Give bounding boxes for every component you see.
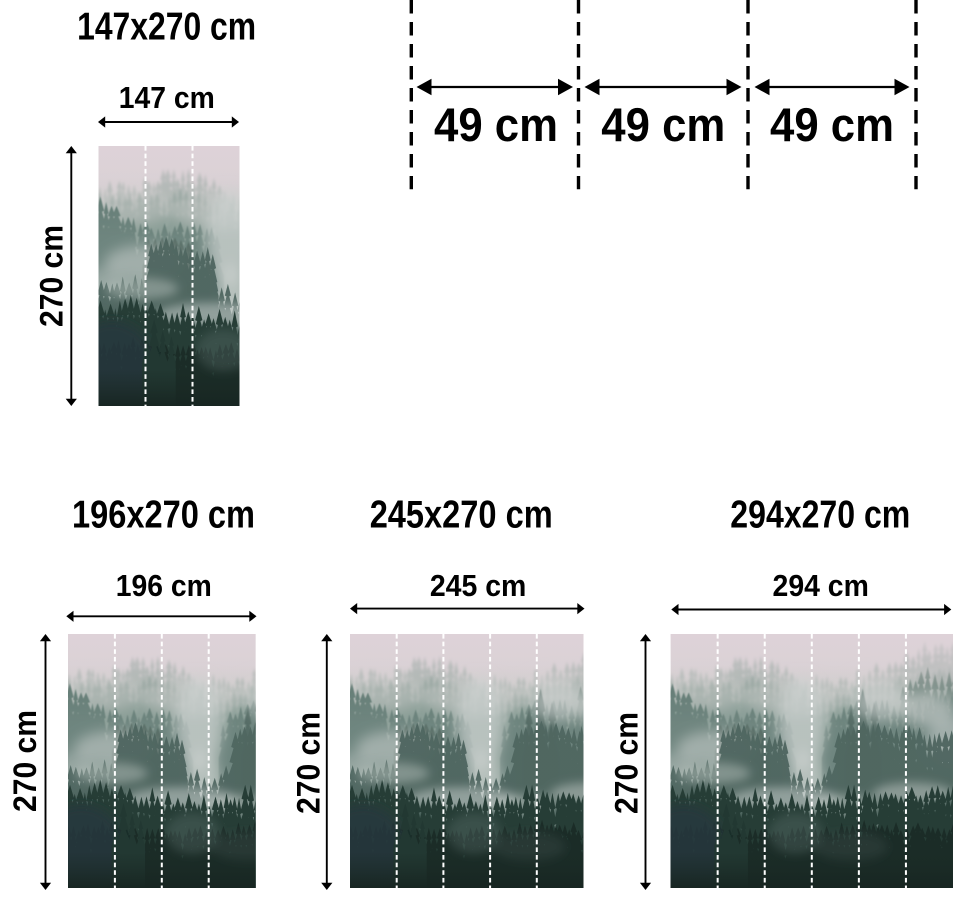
svg-text:245 cm: 245 cm <box>430 568 527 603</box>
svg-text:49 cm: 49 cm <box>434 98 558 151</box>
svg-text:270 cm: 270 cm <box>291 712 327 814</box>
svg-text:147 cm: 147 cm <box>119 80 215 115</box>
svg-text:245x270 cm: 245x270 cm <box>370 494 553 537</box>
svg-text:49 cm: 49 cm <box>601 98 725 151</box>
svg-text:49 cm: 49 cm <box>770 98 894 151</box>
svg-text:294 cm: 294 cm <box>773 568 869 603</box>
svg-text:270 cm: 270 cm <box>7 710 43 812</box>
svg-text:147x270 cm: 147x270 cm <box>77 6 256 49</box>
svg-text:294x270 cm: 294x270 cm <box>730 494 910 537</box>
svg-text:270 cm: 270 cm <box>609 712 645 814</box>
svg-text:196x270 cm: 196x270 cm <box>72 494 255 537</box>
svg-text:196 cm: 196 cm <box>116 568 212 603</box>
svg-text:270 cm: 270 cm <box>34 225 70 327</box>
